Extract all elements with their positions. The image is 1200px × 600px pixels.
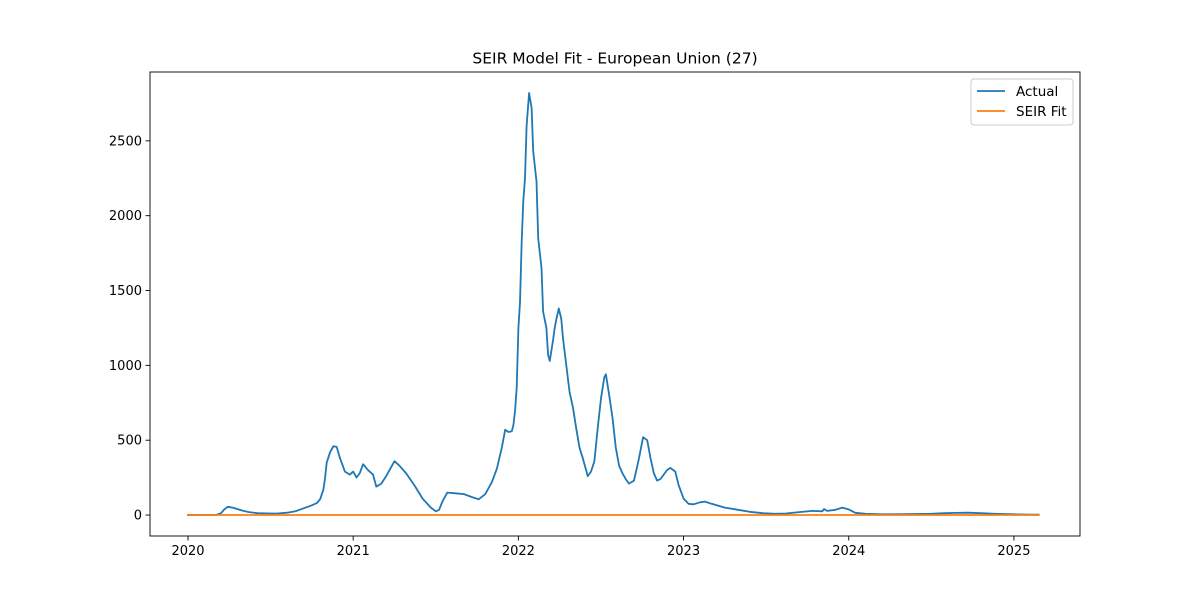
y-tick-label: 1000 [109, 359, 142, 374]
x-tick-label: 2022 [502, 544, 535, 559]
x-tick-label: 2021 [337, 544, 370, 559]
chart-title: SEIR Model Fit - European Union (27) [472, 50, 757, 68]
x-tick-label: 2024 [832, 544, 865, 559]
series-line-actual [187, 92, 1040, 516]
y-tick-label: 1500 [109, 284, 142, 299]
plot-area: 2020 2021 2022 2023 2024 2025 0 500 1000 1500 2000… [109, 92, 1040, 559]
y-tick-label: 2000 [109, 209, 142, 224]
x-tick-label: 2020 [171, 544, 204, 559]
y-tick-label: 2500 [109, 134, 142, 149]
y-tick-label: 0 [134, 509, 142, 524]
y-tick-label: 500 [117, 434, 142, 449]
legend-label-seir-fit: SEIR Fit [1016, 104, 1067, 120]
x-tick-label: 2025 [997, 544, 1030, 559]
legend: Actual SEIR Fit [970, 78, 1074, 126]
x-tick-label: 2023 [667, 544, 700, 559]
plot-frame [149, 71, 1081, 537]
legend-label-actual: Actual [1016, 84, 1058, 100]
